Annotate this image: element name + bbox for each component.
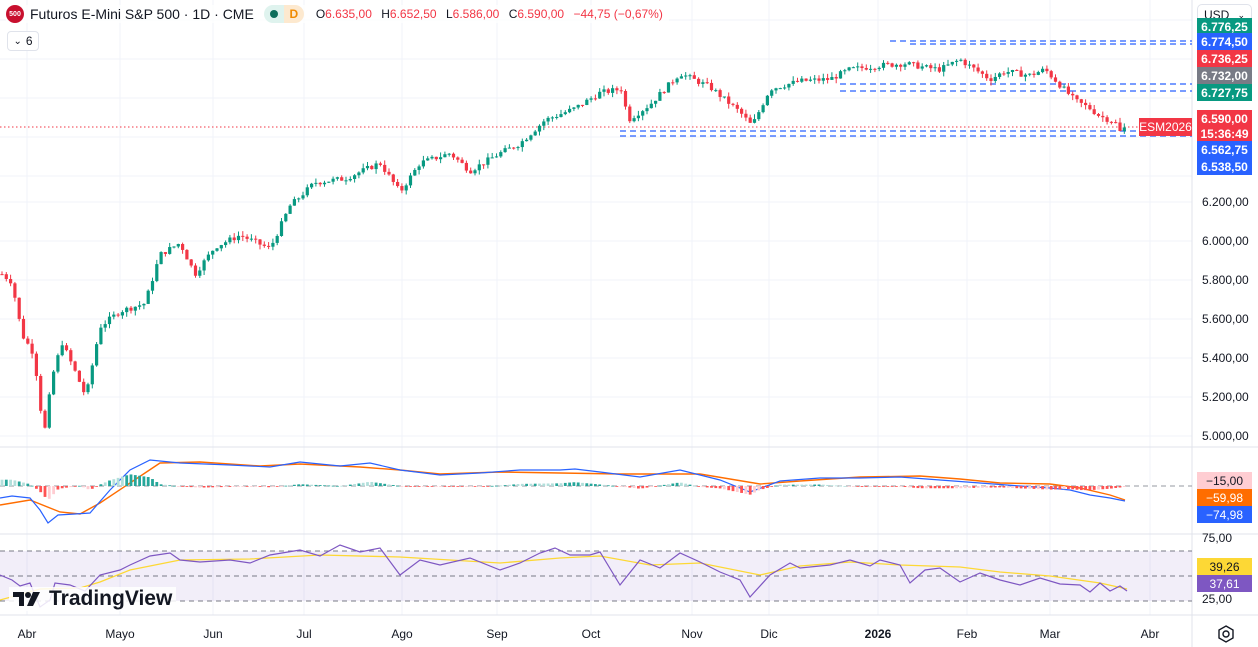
candlestick-series [0, 58, 1126, 429]
price-tick-label: 6.000,00 [1202, 234, 1249, 248]
time-axis-label: Abr [1140, 627, 1160, 641]
time-axis-label: Jul [296, 627, 312, 641]
indicators-toggle-button[interactable]: ⌄ 6 [7, 31, 39, 51]
time-axis-label: Feb [956, 627, 978, 641]
rsi-tick-label: 25,00 [1202, 592, 1233, 606]
macd-value-tag: −74,98 [1197, 506, 1252, 523]
symbol-logo: 500 [6, 5, 24, 23]
time-axis-label: Dic [760, 627, 778, 641]
chevron-down-icon: ⌄ [13, 35, 22, 47]
ohlc-values: O6.635,00 H6.652,50 L6.586,00 C6.590,00 … [315, 7, 663, 21]
time-axis-label: Nov [681, 627, 703, 641]
symbol-title[interactable]: Futuros E-Mini S&P 500 · 1D · CME [30, 6, 254, 22]
price-tick-label: 5.200,00 [1202, 390, 1249, 404]
price-tag: 6.776,25 [1197, 18, 1252, 35]
rsi-value-tag: 39,26 [1197, 558, 1252, 575]
time-axis-label: Ago [391, 627, 413, 641]
tradingview-logo-icon [13, 592, 40, 606]
price-tag: 6.590,00 [1197, 110, 1252, 127]
macd-value-tag: −59,98 [1197, 489, 1252, 506]
price-tag: 6.727,75 [1197, 84, 1252, 101]
time-axis-label: Mar [1039, 627, 1061, 641]
price-tag: 6.732,00 [1197, 67, 1252, 84]
time-axis-label: Sep [486, 627, 508, 641]
macd-value-tag: −15,00 [1197, 472, 1252, 489]
price-tag: 6.562,75 [1197, 141, 1252, 158]
time-axis-label: 2026 [864, 627, 892, 641]
price-tick-label: 5.400,00 [1202, 351, 1249, 365]
rsi-value-tag: 37,61 [1197, 575, 1252, 592]
price-tag: 15:36:49 [1197, 125, 1252, 142]
time-axis-label: Abr [17, 627, 37, 641]
rsi-tick-label: 75,00 [1202, 531, 1233, 545]
delayed-badge: D [283, 5, 304, 23]
chevron-down-icon: ⌄ [1237, 9, 1245, 20]
symbol-legend: 500 Futuros E-Mini S&P 500 · 1D · CME D … [6, 5, 669, 23]
symbol-price-tag: ESM2026 [1139, 118, 1192, 136]
price-tick-label: 5.600,00 [1202, 312, 1249, 326]
price-tag: 6.538,50 [1197, 158, 1252, 175]
price-tick-label: 5.800,00 [1202, 273, 1249, 287]
tradingview-watermark: TradingView [9, 587, 177, 611]
rsi-pane [0, 544, 1192, 608]
price-tick-label: 6.200,00 [1202, 195, 1249, 209]
macd-pane [0, 459, 1192, 524]
horizontal-levels [0, 40, 1192, 137]
price-tag: 6.774,50 [1197, 33, 1252, 50]
price-tag: 6.736,25 [1197, 50, 1252, 67]
time-axis-label: Jun [203, 627, 223, 641]
settings-gear-icon[interactable] [1216, 624, 1236, 644]
time-axis-label: Oct [581, 627, 601, 641]
market-open-icon [263, 5, 284, 23]
price-tick-label: 5.000,00 [1202, 429, 1249, 443]
indicators-count: 6 [25, 34, 33, 48]
time-axis-label: Mayo [105, 627, 135, 641]
market-status[interactable]: D [263, 5, 304, 23]
